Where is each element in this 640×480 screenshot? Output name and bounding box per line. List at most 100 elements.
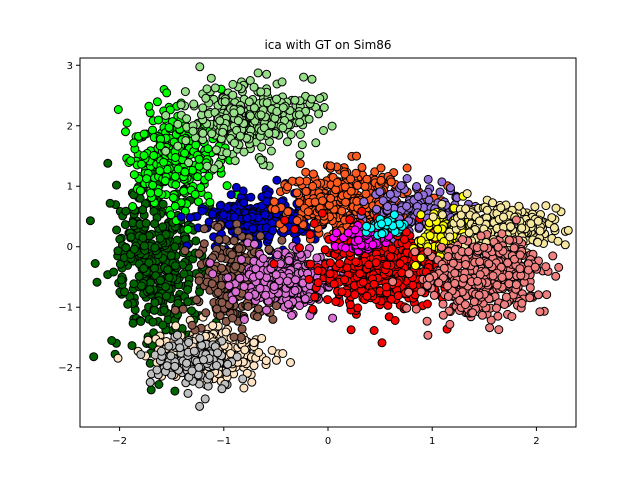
data-point bbox=[464, 247, 474, 257]
data-point bbox=[208, 269, 218, 279]
y-tick-label: −1 bbox=[58, 303, 73, 314]
data-point bbox=[204, 171, 214, 181]
data-point bbox=[304, 114, 314, 124]
data-point bbox=[170, 305, 180, 315]
data-point bbox=[195, 287, 204, 297]
data-point bbox=[245, 111, 255, 121]
data-point bbox=[283, 207, 293, 217]
data-point bbox=[212, 361, 221, 370]
data-point bbox=[239, 282, 249, 291]
data-point bbox=[198, 128, 208, 138]
data-point bbox=[220, 97, 230, 107]
data-point bbox=[423, 330, 433, 340]
data-point bbox=[164, 341, 174, 351]
data-point bbox=[292, 188, 302, 198]
data-point bbox=[250, 239, 259, 249]
data-point bbox=[217, 384, 227, 394]
data-point bbox=[295, 176, 305, 186]
data-point bbox=[129, 138, 139, 148]
data-point bbox=[560, 240, 570, 250]
data-point bbox=[422, 280, 432, 290]
data-point bbox=[239, 147, 249, 157]
data-point bbox=[161, 146, 171, 156]
data-point bbox=[193, 172, 202, 182]
data-point bbox=[192, 295, 202, 305]
data-point bbox=[286, 358, 295, 367]
data-point bbox=[308, 169, 318, 179]
data-point bbox=[139, 129, 149, 139]
y-tick-label: 1 bbox=[67, 182, 73, 193]
data-point bbox=[271, 270, 281, 280]
data-point bbox=[229, 236, 239, 246]
data-point bbox=[345, 300, 355, 310]
data-point bbox=[233, 116, 243, 126]
data-point bbox=[249, 338, 259, 348]
data-point bbox=[283, 182, 293, 192]
data-point bbox=[479, 242, 489, 252]
y-tick-label: 3 bbox=[67, 61, 73, 72]
data-point bbox=[353, 303, 363, 313]
data-point bbox=[175, 343, 185, 353]
data-point bbox=[235, 131, 245, 141]
data-point bbox=[113, 353, 123, 363]
data-point bbox=[148, 180, 158, 190]
data-point bbox=[341, 243, 350, 253]
data-point bbox=[437, 199, 447, 209]
data-point bbox=[121, 243, 131, 253]
data-point bbox=[194, 249, 204, 259]
data-point bbox=[134, 271, 144, 281]
data-point bbox=[335, 259, 345, 269]
data-point bbox=[129, 244, 139, 254]
data-point bbox=[158, 199, 168, 209]
data-point bbox=[162, 88, 172, 98]
data-point bbox=[493, 242, 503, 252]
data-point bbox=[459, 273, 469, 283]
data-point bbox=[249, 361, 259, 371]
data-point bbox=[261, 290, 271, 300]
data-point bbox=[307, 74, 317, 84]
data-point bbox=[171, 321, 181, 331]
data-point bbox=[308, 181, 318, 191]
data-point bbox=[290, 95, 300, 105]
data-point bbox=[139, 151, 149, 160]
data-point bbox=[439, 263, 449, 273]
data-point bbox=[358, 277, 368, 287]
data-point bbox=[158, 222, 168, 232]
data-point bbox=[337, 287, 347, 297]
data-point bbox=[256, 87, 266, 97]
data-point bbox=[264, 128, 274, 138]
data-point bbox=[414, 222, 424, 232]
data-point bbox=[150, 243, 160, 253]
data-point bbox=[103, 158, 113, 168]
data-point bbox=[284, 256, 294, 265]
data-point bbox=[120, 220, 130, 230]
data-point bbox=[126, 232, 136, 242]
data-point bbox=[228, 79, 238, 89]
data-point bbox=[170, 201, 180, 211]
data-point bbox=[172, 330, 182, 340]
data-point bbox=[402, 163, 412, 173]
data-point bbox=[217, 263, 227, 273]
data-point bbox=[351, 257, 361, 267]
data-point bbox=[389, 210, 399, 220]
data-point bbox=[547, 213, 557, 223]
data-point bbox=[541, 262, 551, 272]
data-point bbox=[170, 361, 180, 371]
data-point bbox=[138, 233, 148, 243]
data-point bbox=[295, 159, 305, 169]
data-point bbox=[234, 244, 244, 253]
data-point bbox=[300, 294, 310, 304]
data-point bbox=[194, 154, 204, 164]
data-point bbox=[345, 215, 355, 225]
data-point bbox=[535, 226, 545, 236]
data-point bbox=[223, 359, 233, 369]
data-point bbox=[166, 351, 176, 361]
data-point bbox=[155, 338, 165, 348]
data-point bbox=[327, 121, 337, 131]
data-point bbox=[317, 208, 327, 218]
data-point bbox=[105, 198, 115, 208]
data-point bbox=[357, 162, 367, 172]
data-point bbox=[506, 222, 516, 232]
data-point bbox=[223, 273, 233, 283]
